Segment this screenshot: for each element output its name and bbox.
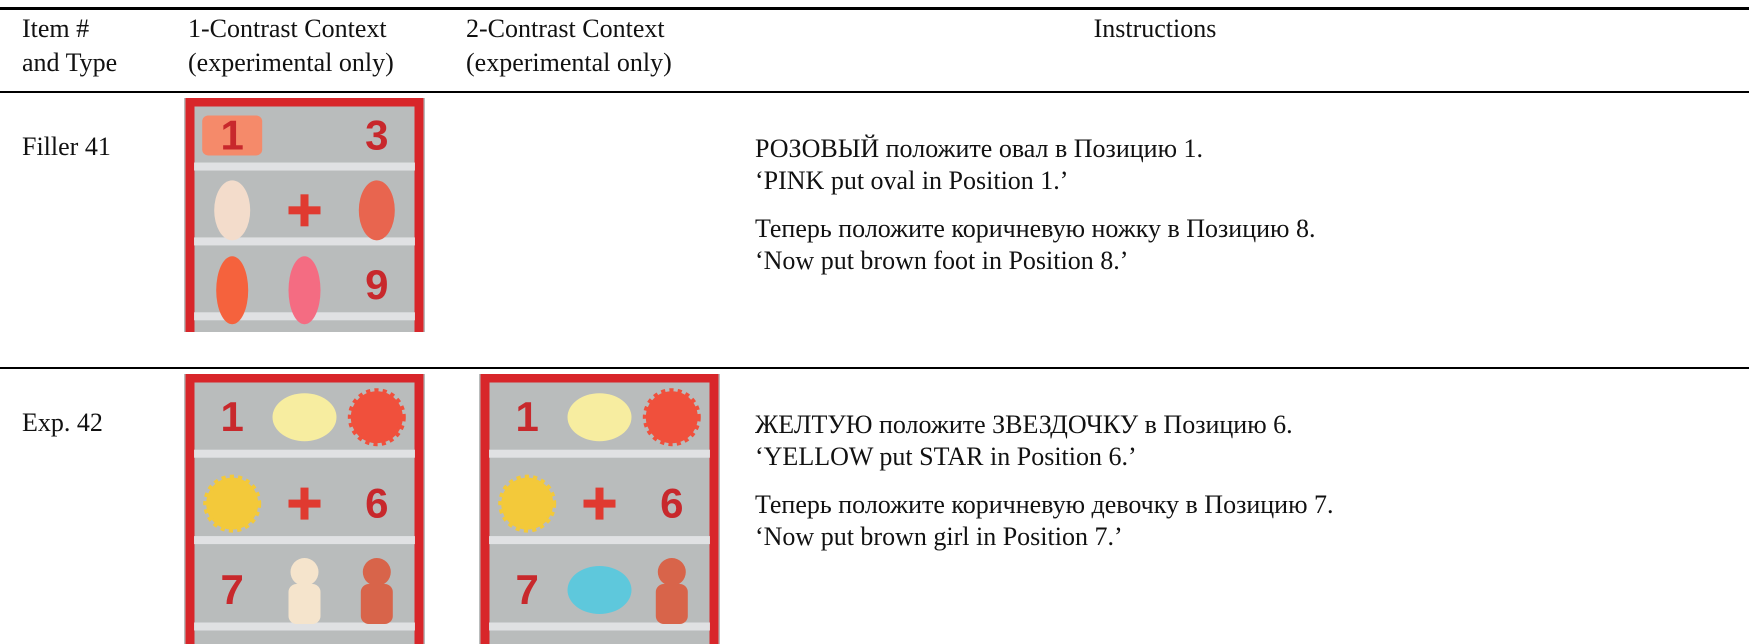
header-text: (experimental only) bbox=[466, 48, 672, 77]
header-text: 1-Contrast Context bbox=[188, 14, 387, 43]
position-number: 1 bbox=[516, 393, 539, 440]
cutout bbox=[655, 584, 688, 624]
position-number: 6 bbox=[660, 480, 683, 527]
instruction-text: ‘Now put brown girl in Position 7.’ bbox=[755, 522, 1123, 551]
cutout bbox=[203, 474, 262, 533]
shelf bbox=[489, 449, 710, 458]
shelf bbox=[489, 536, 710, 545]
shelf bbox=[194, 536, 415, 545]
cutout bbox=[288, 584, 321, 624]
position-number: 3 bbox=[365, 111, 388, 158]
frame bbox=[185, 98, 424, 332]
cutout bbox=[498, 474, 557, 533]
item-label: Exp. 42 bbox=[22, 408, 103, 437]
instruction-text: ‘PINK put oval in Position 1.’ bbox=[755, 166, 1069, 195]
cutout bbox=[290, 558, 319, 586]
header-rule bbox=[0, 91, 1749, 93]
cutout bbox=[657, 558, 686, 586]
row-rule bbox=[0, 367, 1749, 369]
shelf bbox=[194, 162, 415, 171]
instruction-text: ЖЕЛТУЮ положите ЗВЕЗДОЧКУ в Позицию 6. bbox=[755, 410, 1293, 439]
instruction-text: ‘YELLOW put STAR in Position 6.’ bbox=[755, 442, 1137, 471]
position-number: 7 bbox=[221, 566, 244, 613]
header-text: and Type bbox=[22, 48, 118, 77]
instruction-text: Теперь положите коричневую ножку в Позиц… bbox=[755, 214, 1316, 243]
instruction-text: Теперь положите коричневую девочку в Поз… bbox=[755, 490, 1334, 519]
cutout bbox=[567, 566, 632, 614]
header-text: Instructions bbox=[1093, 14, 1217, 43]
position-number: 1 bbox=[221, 393, 244, 440]
cutout bbox=[358, 180, 395, 241]
instruction-text: РОЗОВЫЙ положите овал в Позицию 1. bbox=[755, 134, 1203, 163]
cutout bbox=[642, 388, 701, 447]
instruction-text: ‘Now put brown foot in Position 8.’ bbox=[755, 246, 1129, 275]
plus bbox=[300, 194, 309, 227]
photo: 1 6 7 bbox=[479, 374, 720, 644]
shelf bbox=[194, 449, 415, 458]
shelf bbox=[194, 237, 415, 246]
header-text: 2-Contrast Context bbox=[466, 14, 665, 43]
cutout bbox=[202, 115, 263, 156]
photo: 1 6 7 bbox=[184, 374, 425, 644]
shelf bbox=[489, 622, 710, 631]
cutout bbox=[362, 558, 391, 586]
position-number: 1 bbox=[221, 111, 244, 158]
item-label: Filler 41 bbox=[22, 132, 111, 161]
position-number: 9 bbox=[365, 261, 388, 308]
plus bbox=[300, 487, 309, 520]
cutout bbox=[288, 256, 321, 325]
header-text: Item # bbox=[22, 14, 90, 43]
cutout bbox=[214, 180, 251, 241]
cutout bbox=[360, 584, 393, 624]
header-text: (experimental only) bbox=[188, 48, 394, 77]
photo: 1 3 9 bbox=[184, 98, 425, 332]
top-rule bbox=[0, 7, 1749, 10]
cutout bbox=[272, 393, 337, 442]
cutout bbox=[347, 388, 406, 447]
shelf bbox=[194, 622, 415, 631]
frame bbox=[480, 374, 719, 644]
position-number: 7 bbox=[516, 566, 539, 613]
position-number: 6 bbox=[365, 480, 388, 527]
plus bbox=[595, 487, 604, 520]
cutout bbox=[216, 256, 249, 325]
frame bbox=[185, 374, 424, 644]
cutout bbox=[567, 393, 632, 442]
